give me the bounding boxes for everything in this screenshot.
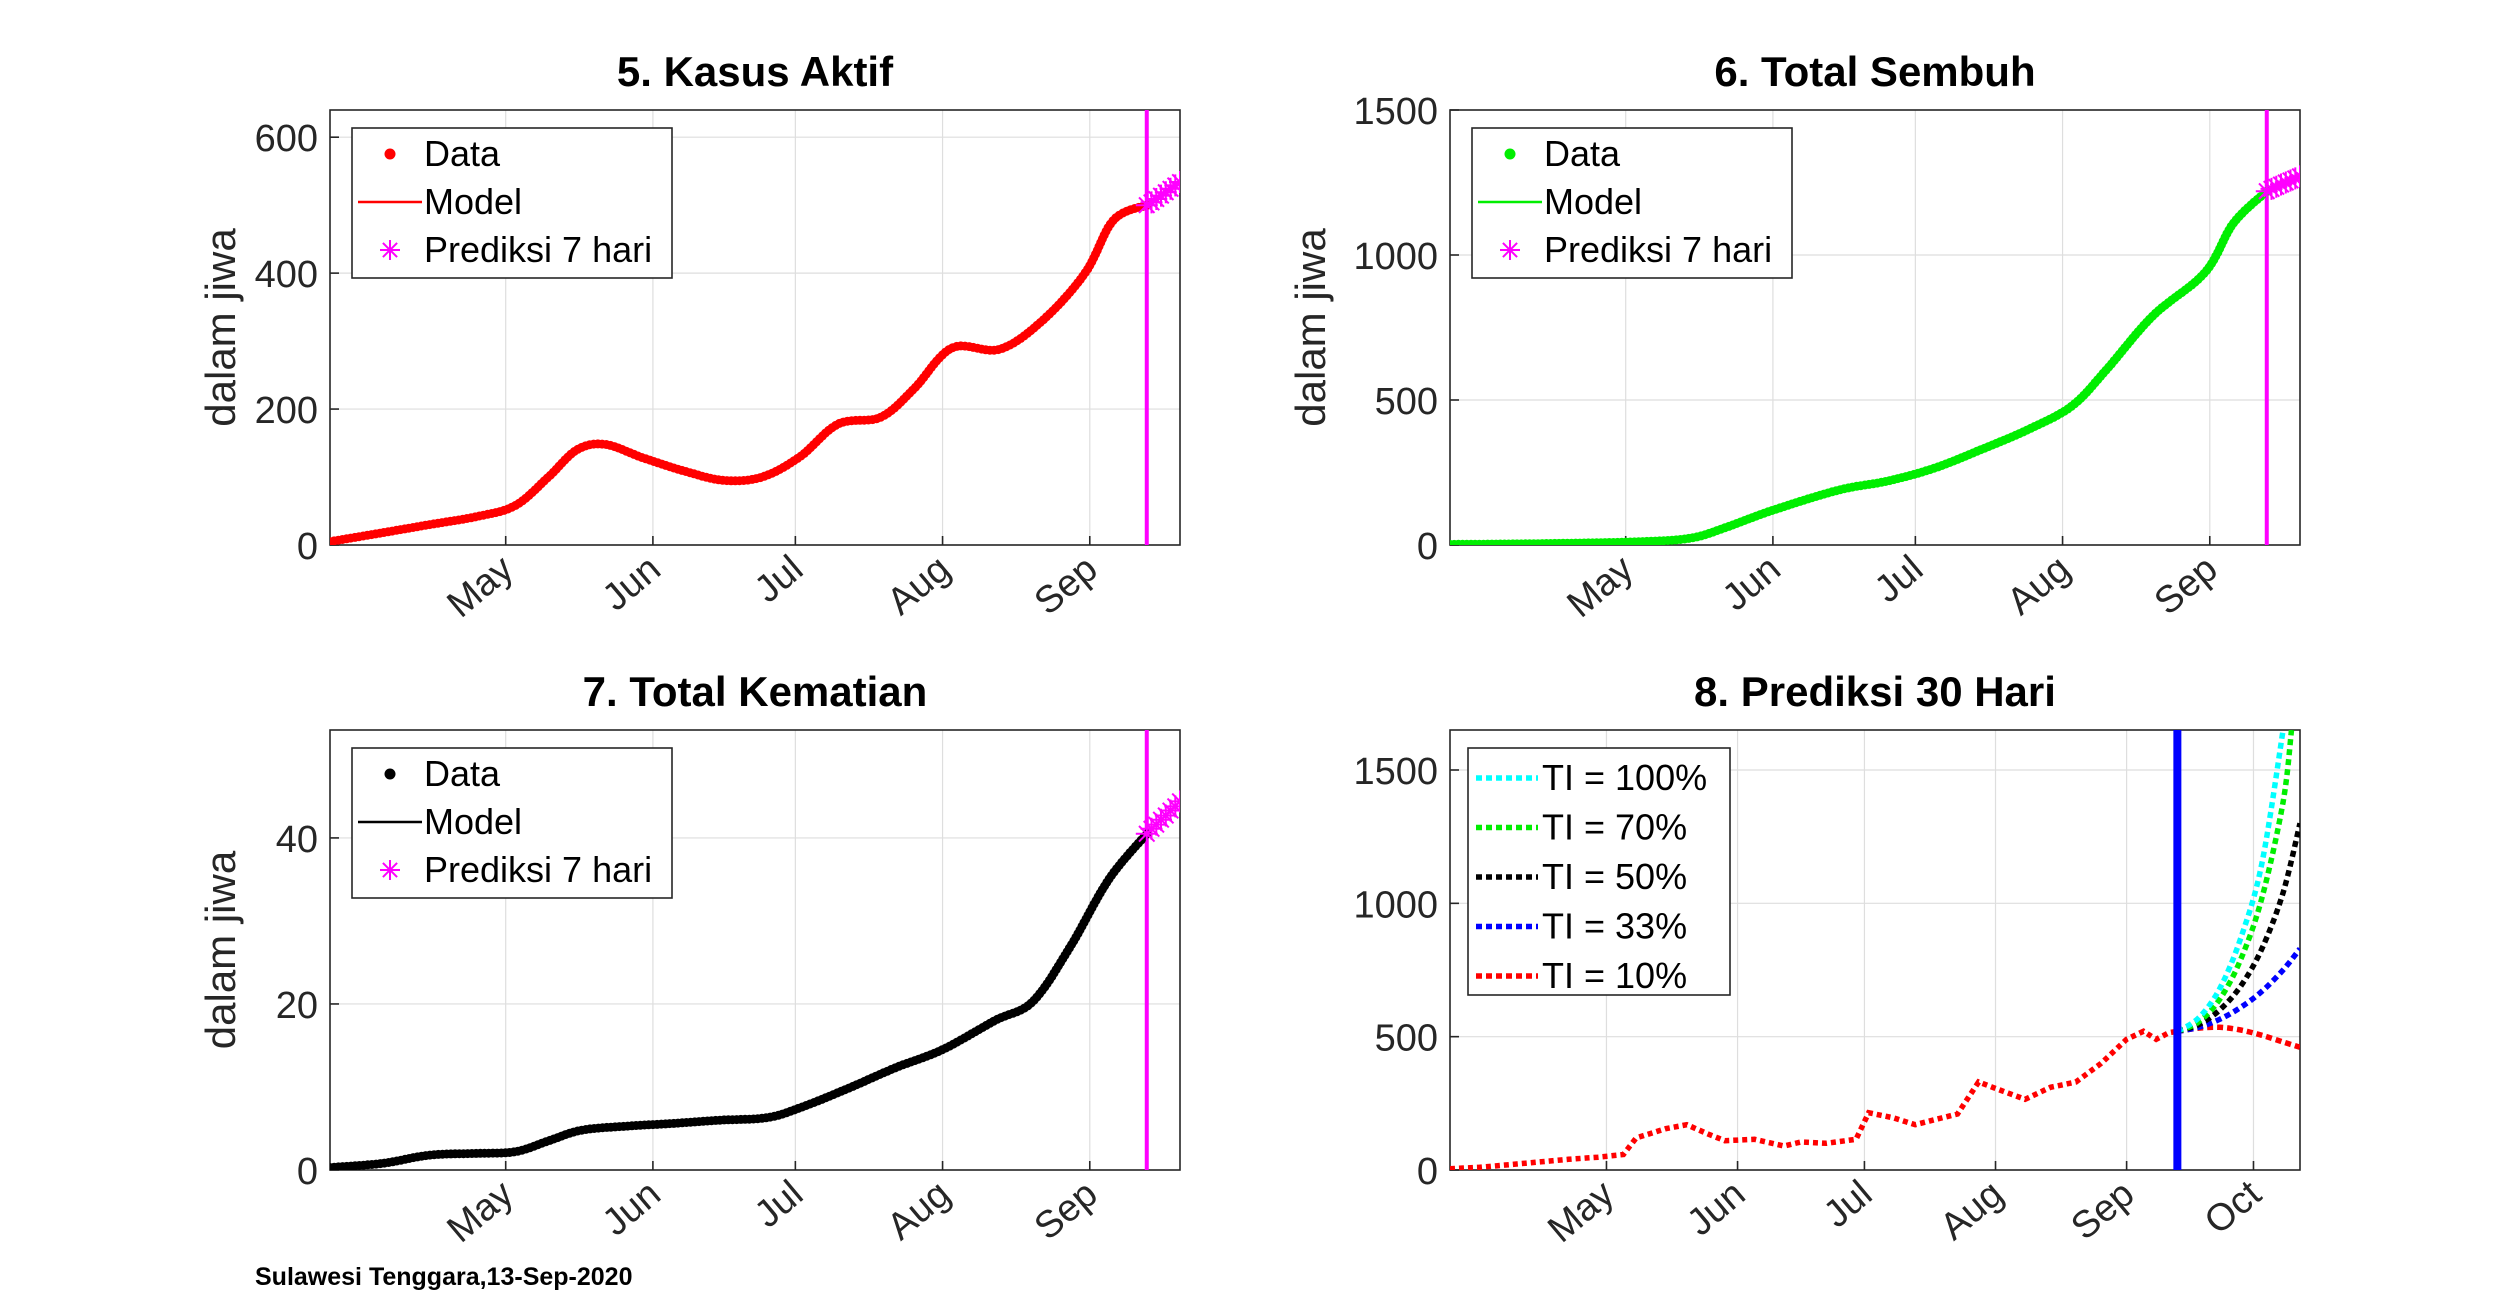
legend-label: Prediksi 7 hari: [424, 849, 652, 890]
legend-label: TI = 70%: [1542, 807, 1687, 848]
x-tick-label: Oct: [2197, 1172, 2270, 1242]
x-tick-label: Aug: [880, 1173, 959, 1249]
prediction-marker: [2289, 165, 2300, 188]
plot-area: [1450, 730, 2300, 1170]
y-tick-label: 1500: [1353, 751, 1438, 793]
scenario-line: [2176, 822, 2300, 1034]
y-tick-label: 1000: [1353, 884, 1438, 926]
x-tick-label: Jul: [1816, 1173, 1880, 1236]
y-tick-label: 0: [297, 1151, 318, 1193]
legend-label: Model: [424, 181, 522, 222]
x-tick-label: Sep: [1027, 548, 1106, 624]
history-line: [1450, 1028, 2178, 1170]
x-tick-label: Jun: [595, 548, 669, 620]
prediction-marker: [2279, 169, 2300, 192]
x-tick-label: Sep: [1027, 1173, 1106, 1249]
legend: Data Model Prediksi 7 hari: [1471, 127, 1793, 279]
legend-label: TI = 33%: [1542, 906, 1687, 947]
axes-box: [329, 729, 1181, 1171]
legend-label: Prediksi 7 hari: [424, 229, 652, 270]
x-tick-label: Jun: [1715, 548, 1789, 620]
prediction-marker: [1135, 194, 1158, 217]
chart-panel-7: 0 20 40 May Jun Jul Aug Sep 7. Total Kematian dal…: [197, 668, 1181, 1251]
prediction-marker: [2265, 175, 2288, 198]
legend-data-marker: [384, 768, 396, 780]
x-tick-label: Aug: [2000, 548, 2079, 624]
chart-title: 6. Total Sembuh: [1714, 48, 2035, 95]
legend-label: TI = 10%: [1542, 955, 1687, 996]
x-tick-label: Jun: [1679, 1173, 1753, 1245]
plot-area: [1450, 110, 2300, 545]
y-tick-label: 40: [276, 819, 318, 861]
prediction-marker: [2260, 177, 2283, 200]
chart-panel-8: 0 500 1000 1500 May Jun Jul Aug Sep Oct 8. Prediks…: [1353, 668, 2301, 1251]
x-tick-label: Jul: [747, 1173, 811, 1236]
plot-area: [330, 730, 1180, 1170]
footer-caption: Sulawesi Tenggara,13-Sep-2020: [255, 1263, 633, 1291]
legend-label: Data: [424, 753, 501, 794]
y-tick-label: 400: [255, 254, 318, 296]
x-tick-label: Jul: [747, 548, 811, 611]
chart-panel-5: 0 200 400 600 May Jun Jul Aug Sep 5. Kasus Aktif d…: [197, 48, 1181, 626]
legend-label: TI = 50%: [1542, 856, 1687, 897]
y-tick-label: 0: [297, 526, 318, 568]
x-tick-label: Jul: [1867, 548, 1931, 611]
legend-label: Model: [1544, 181, 1642, 222]
x-tick-label: Jun: [595, 1173, 669, 1245]
x-tick-label: May: [439, 548, 521, 626]
y-tick-label: 20: [276, 985, 318, 1027]
chart-title: 7. Total Kematian: [583, 668, 928, 715]
y-tick-label: 0: [1417, 526, 1438, 568]
legend-label: Data: [1544, 133, 1621, 174]
legend: Data Model Prediksi 7 hari: [351, 747, 673, 899]
x-tick-label: Sep: [2064, 1173, 2143, 1249]
y-tick-label: 600: [255, 118, 318, 160]
legend-prediction-marker: [380, 240, 400, 260]
x-tick-label: May: [1540, 1173, 1622, 1251]
legend-label: Prediksi 7 hari: [1544, 229, 1772, 270]
legend-prediction-marker: [1500, 240, 1520, 260]
y-tick-label: 1000: [1353, 236, 1438, 278]
axes-box: [1449, 109, 2301, 546]
legend-prediction-marker: [380, 860, 400, 880]
x-tick-label: May: [439, 1173, 521, 1251]
chart-title: 5. Kasus Aktif: [617, 48, 894, 95]
y-tick-label: 0: [1417, 1151, 1438, 1193]
x-tick-label: May: [1559, 548, 1641, 626]
prediction-marker: [2274, 171, 2297, 194]
legend-data-marker: [384, 148, 396, 160]
legend: Data Model Prediksi 7 hari: [351, 127, 673, 279]
legend-label: Data: [424, 133, 501, 174]
y-tick-label: 500: [1375, 381, 1438, 423]
legend: TI = 100% TI = 70% TI = 50% TI = 33% TI = 10…: [1467, 747, 1731, 996]
prediction-marker: [1169, 171, 1180, 193]
legend-data-marker: [1504, 148, 1516, 160]
y-tick-label: 200: [255, 390, 318, 432]
x-tick-label: Aug: [880, 548, 959, 624]
chart-panel-6: 0 500 1000 1500 May Jun Jul Aug Sep 6. Total Semb…: [1287, 48, 2301, 626]
prediction-marker: [2270, 173, 2292, 196]
y-tick-label: 1500: [1353, 91, 1438, 133]
scenario-line: [2175, 730, 2286, 1034]
legend-label: TI = 100%: [1542, 757, 1707, 798]
y-axis-label: dalam jiwa: [197, 850, 244, 1049]
prediction-marker: [1169, 790, 1180, 813]
plot-area: [330, 110, 1180, 545]
prediction-marker: [2255, 180, 2278, 203]
legend-box: [1467, 747, 1731, 996]
y-axis-label: dalam jiwa: [197, 228, 244, 427]
y-axis-label: dalam jiwa: [1287, 228, 1334, 427]
x-tick-label: Sep: [2147, 548, 2226, 624]
axes-box: [329, 109, 1181, 546]
prediction-marker: [2284, 167, 2300, 190]
x-tick-label: Aug: [1933, 1173, 2012, 1249]
legend-label: Model: [424, 801, 522, 842]
y-tick-label: 500: [1375, 1018, 1438, 1060]
scenario-line: [2176, 730, 2295, 1034]
chart-title: 8. Prediksi 30 Hari: [1694, 668, 2056, 715]
